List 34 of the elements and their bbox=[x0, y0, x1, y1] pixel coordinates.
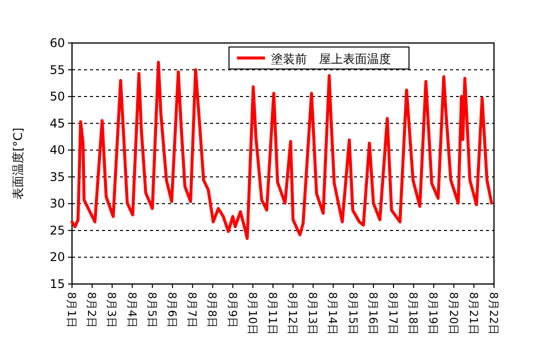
x-tick-label: 8月21日 bbox=[466, 292, 480, 335]
x-tick-label: 8月13日 bbox=[306, 292, 320, 335]
x-tick-label: 8月16日 bbox=[366, 292, 380, 335]
y-tick-label: 45 bbox=[50, 116, 65, 130]
x-tick-label: 8月15日 bbox=[346, 292, 360, 335]
x-tick-label: 8月9日 bbox=[226, 292, 239, 328]
y-tick-label: 15 bbox=[50, 277, 65, 291]
y-tick-label: 40 bbox=[50, 143, 65, 158]
y-tick-label: 20 bbox=[50, 250, 65, 264]
x-tick-label: 8月4日 bbox=[125, 292, 138, 328]
x-tick-label: 8月19日 bbox=[426, 292, 440, 335]
x-tick-label: 8月2日 bbox=[85, 292, 98, 328]
x-tick-label: 8月6日 bbox=[165, 292, 178, 328]
x-tick-label: 8月3日 bbox=[105, 292, 118, 328]
x-tick-label: 8月5日 bbox=[145, 292, 158, 328]
y-tick-label: 30 bbox=[50, 196, 65, 211]
x-tick-label: 8月1日 bbox=[65, 292, 78, 328]
x-tick-label: 8月17日 bbox=[386, 292, 400, 335]
x-tick-label: 8月7日 bbox=[186, 292, 199, 328]
x-tick-label: 8月12日 bbox=[286, 292, 300, 335]
legend-label: 塗装前 屋上表面温度 bbox=[271, 52, 391, 66]
x-tick-label: 8月14日 bbox=[326, 292, 340, 335]
y-tick-label: 55 bbox=[50, 62, 65, 77]
y-tick-label: 60 bbox=[50, 36, 65, 50]
x-tick-label: 8月8日 bbox=[206, 292, 219, 328]
x-tick-label: 8月10日 bbox=[246, 292, 259, 335]
x-tick-label: 8月11日 bbox=[266, 292, 279, 335]
x-tick-label: 8月20日 bbox=[446, 292, 460, 335]
x-tick-label: 8月22日 bbox=[487, 292, 500, 335]
y-tick-label: 25 bbox=[50, 223, 65, 238]
y-tick-label: 50 bbox=[50, 90, 65, 104]
y-axis-title: 表面温度[°C] bbox=[11, 128, 25, 200]
y-tick-label: 35 bbox=[50, 170, 65, 184]
x-tick-label: 8月18日 bbox=[406, 292, 420, 335]
